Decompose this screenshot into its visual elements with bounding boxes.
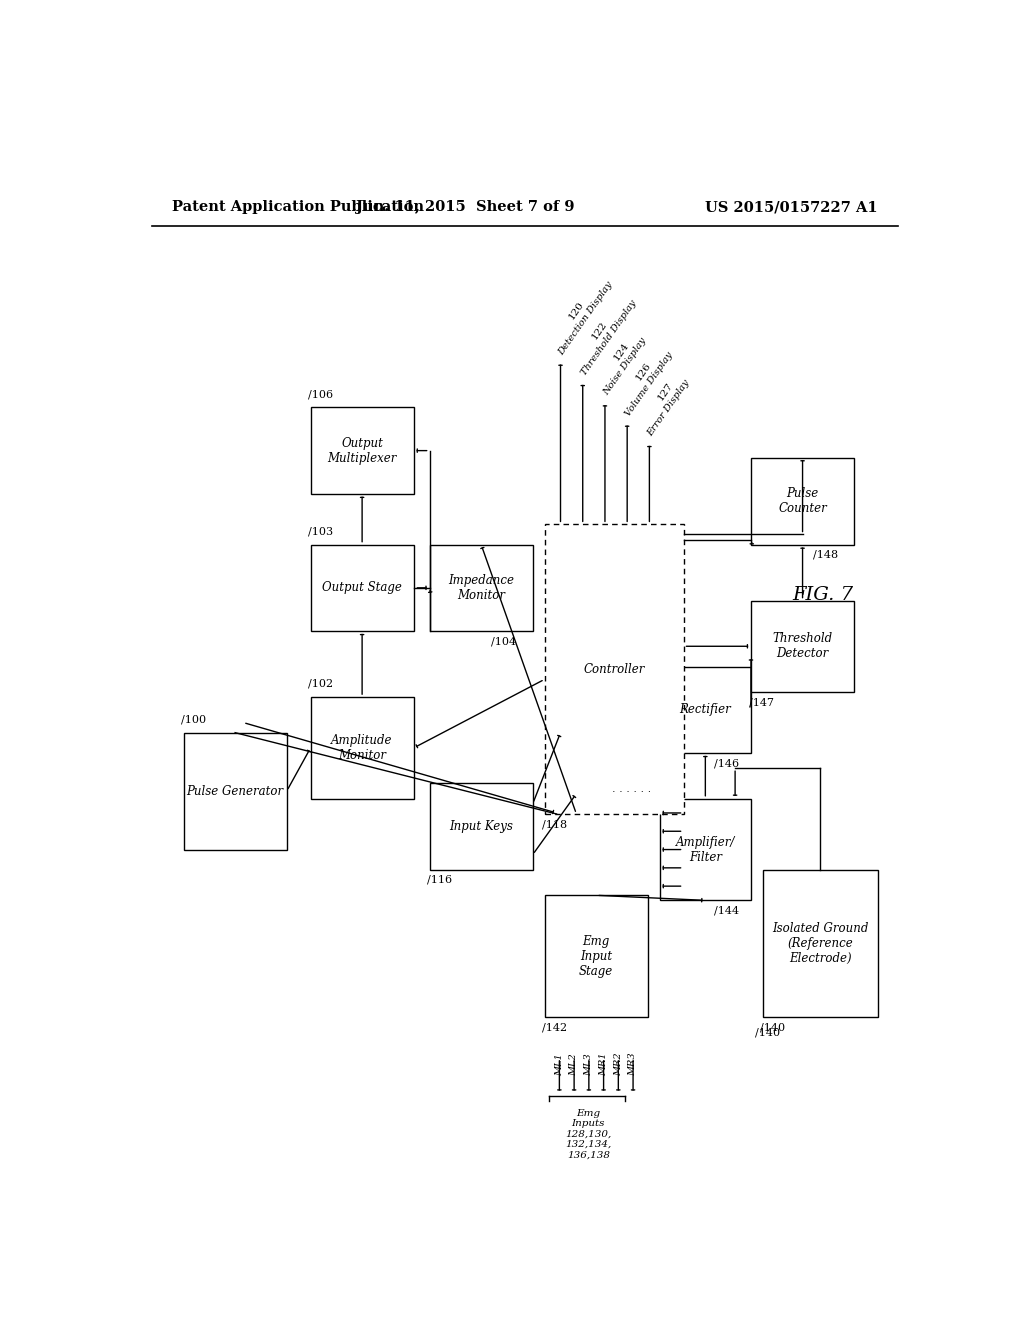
Text: MR2: MR2 [613,1053,623,1076]
Text: /103: /103 [308,527,333,536]
Bar [545,524,684,814]
Text: Pulse Generator: Pulse Generator [186,784,284,797]
Text: /140: /140 [755,1027,780,1038]
Text: Impedance
Monitor: Impedance Monitor [449,574,514,602]
Bar [545,895,648,1018]
Text: Output
Multiplexer: Output Multiplexer [328,437,396,465]
Text: Patent Application Publication: Patent Application Publication [172,201,424,214]
Text: Emg
Inputs
128,130,
132,134,
136,138: Emg Inputs 128,130, 132,134, 136,138 [565,1109,611,1159]
Text: /106: /106 [308,389,333,399]
Text: /104: /104 [492,636,516,645]
Text: Threshold Display: Threshold Display [580,298,638,378]
Text: /144: /144 [715,906,739,916]
Text: Noise Display: Noise Display [601,337,648,397]
Bar [430,784,532,870]
Bar [310,408,414,494]
Text: ML1: ML1 [555,1053,564,1076]
Text: /116: /116 [427,875,453,884]
Bar [310,697,414,799]
Text: Error Display: Error Display [646,378,691,438]
Bar [659,667,751,752]
Text: Volume Display: Volume Display [624,350,675,417]
Text: Rectifier: Rectifier [680,704,731,717]
Text: /140: /140 [761,1022,785,1032]
Text: /102: /102 [308,678,333,689]
Bar [763,870,878,1018]
Text: Emg
Input
Stage: Emg Input Stage [580,935,613,978]
Text: FIG. 7: FIG. 7 [792,586,853,605]
Bar [310,545,414,631]
Text: Jun. 11, 2015  Sheet 7 of 9: Jun. 11, 2015 Sheet 7 of 9 [356,201,574,214]
Bar [430,545,532,631]
Text: /146: /146 [715,758,739,768]
Text: /148: /148 [813,549,838,560]
Text: /147: /147 [749,697,773,708]
Text: MR3: MR3 [629,1053,638,1076]
Text: /118: /118 [543,818,567,829]
Bar [659,799,751,900]
Text: 122: 122 [590,319,608,342]
Text: /142: /142 [543,1022,567,1032]
Text: MR1: MR1 [599,1053,608,1076]
Text: /100: /100 [181,714,206,725]
Text: Amplitude
Monitor: Amplitude Monitor [332,734,393,762]
Text: Isolated Ground
(Reference
Electrode): Isolated Ground (Reference Electrode) [772,923,868,965]
Text: Pulse
Counter: Pulse Counter [778,487,827,515]
Text: 127: 127 [656,381,675,403]
Bar [751,601,854,692]
Text: Output Stage: Output Stage [323,581,402,594]
Text: . . . . . .: . . . . . . [612,784,651,793]
Bar [751,458,854,545]
Text: ML3: ML3 [585,1053,593,1076]
Text: Input Keys: Input Keys [450,820,513,833]
Text: Threshold
Detector: Threshold Detector [772,632,833,660]
Bar [183,733,287,850]
Text: Controller: Controller [584,663,645,676]
Text: ML2: ML2 [569,1053,579,1076]
Text: 126: 126 [634,360,653,381]
Text: US 2015/0157227 A1: US 2015/0157227 A1 [706,201,878,214]
Text: Amplifier/
Filter: Amplifier/ Filter [676,836,735,863]
Text: Detection Display: Detection Display [557,280,614,356]
Text: 120: 120 [567,300,586,321]
Text: 124: 124 [612,341,631,362]
